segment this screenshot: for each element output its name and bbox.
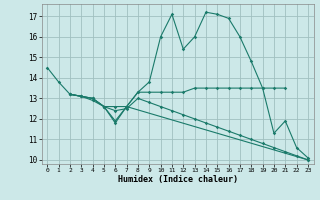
- X-axis label: Humidex (Indice chaleur): Humidex (Indice chaleur): [118, 175, 237, 184]
